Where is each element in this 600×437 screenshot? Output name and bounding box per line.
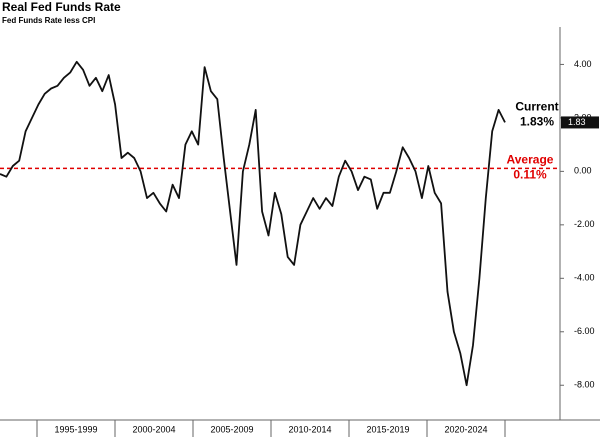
chart-subtitle: Fed Funds Rate less CPI — [2, 16, 95, 25]
current-label: Current — [515, 100, 558, 114]
x-tick-label: 2010-2014 — [288, 424, 331, 434]
x-tick-label: 2000-2004 — [132, 424, 175, 434]
x-tick-label: 2015-2019 — [366, 424, 409, 434]
x-tick-label: 1995-1999 — [54, 424, 97, 434]
chart-title: Real Fed Funds Rate — [2, 0, 121, 14]
y-tick-label: -6.00 — [574, 326, 595, 336]
current-tag-label: 1.83 — [568, 117, 586, 127]
y-tick-label: 0.00 — [574, 166, 592, 176]
x-tick-label: 2020-2024 — [444, 424, 487, 434]
line-series — [0, 60, 506, 387]
average-value: 0.11% — [513, 168, 547, 182]
y-tick-label: -4.00 — [574, 273, 595, 283]
current-value: 1.83% — [520, 115, 554, 129]
current-tag — [561, 116, 599, 129]
y-tick-label: -8.00 — [574, 380, 595, 390]
average-label: Average — [507, 153, 554, 167]
x-tick-label: 2005-2009 — [210, 424, 253, 434]
y-tick-label: -2.00 — [574, 219, 595, 229]
y-tick-label: 4.00 — [574, 59, 592, 69]
